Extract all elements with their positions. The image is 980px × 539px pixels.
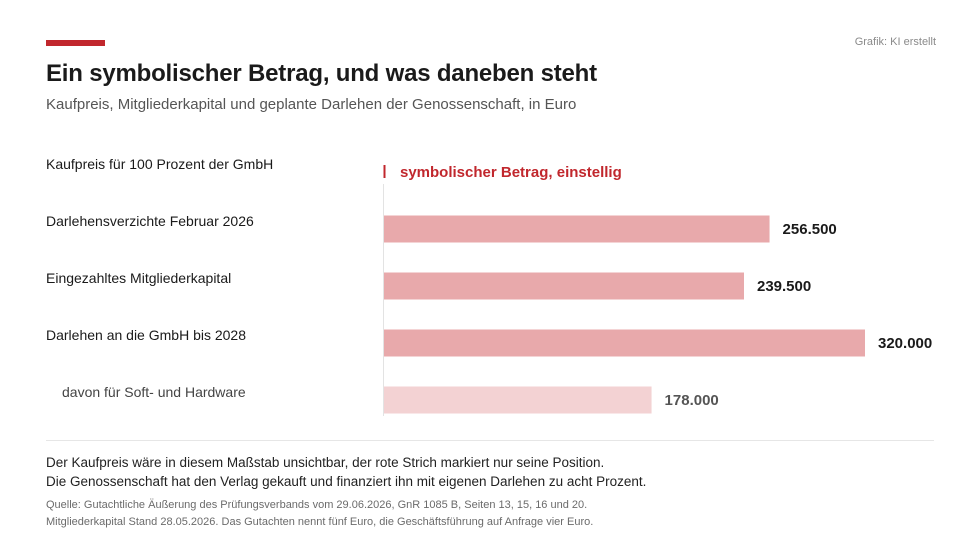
bar — [384, 386, 652, 414]
chart-credit: Grafik: KI erstellt — [854, 36, 936, 48]
chart-title: Ein symbolischer Betrag, und was daneben… — [46, 60, 597, 87]
category-label: davon für Soft- und Hardware — [62, 384, 246, 400]
category-label: Darlehen an die GmbH bis 2028 — [46, 327, 246, 343]
chart-subtitle: Kaufpreis, Mitgliederkapital und geplant… — [46, 96, 577, 113]
footer-divider — [46, 440, 934, 441]
value-marker — [383, 165, 386, 178]
bar — [384, 329, 865, 357]
footer-note-1: Der Kaufpreis wäre in diesem Maßstab uns… — [46, 455, 605, 470]
source-line-1: Quelle: Gutachtliche Äußerung des Prüfun… — [46, 499, 588, 511]
value-label: 239.500 — [757, 278, 811, 295]
footer-note-2: Die Genossenschaft hat den Verlag gekauf… — [46, 474, 647, 489]
value-label: 320.000 — [878, 335, 932, 352]
value-label: 256.500 — [783, 221, 837, 238]
accent-bar — [46, 40, 105, 46]
value-label: 178.000 — [665, 392, 719, 409]
category-label: Kaufpreis für 100 Prozent der GmbH — [46, 156, 273, 172]
bar — [384, 272, 744, 300]
category-label: Eingezahltes Mitgliederkapital — [46, 270, 231, 286]
source-line-2: Mitgliederkapital Stand 28.05.2026. Das … — [46, 516, 594, 528]
bar — [384, 215, 770, 243]
value-label: symbolischer Betrag, einstellig — [400, 164, 622, 181]
category-label: Darlehensverzichte Februar 2026 — [46, 213, 254, 229]
